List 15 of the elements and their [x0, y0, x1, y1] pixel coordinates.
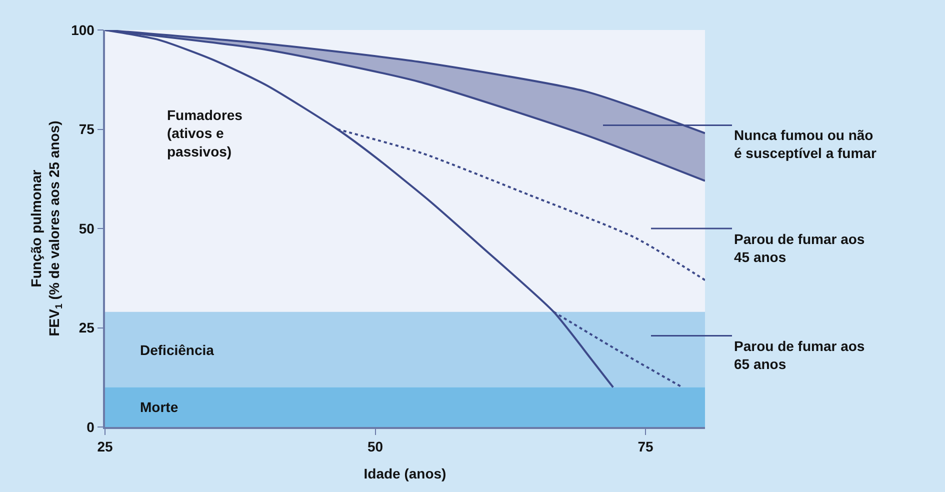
band-label: Morte — [140, 399, 178, 415]
x-axis-title: Idade (anos) — [364, 465, 446, 482]
y-tick-label: 100 — [71, 22, 95, 38]
text: Nunca fumou ou não é susceptível a fumar — [734, 127, 877, 162]
x-tick-label: 75 — [638, 438, 654, 455]
text: Parou de fumar aos 45 anos — [734, 231, 865, 266]
band-label: Deficiência — [140, 342, 214, 358]
y-tick-label: 25 — [78, 320, 95, 336]
y-tick-label: 75 — [78, 121, 95, 138]
text: Fumadores (ativos e passivos) — [167, 107, 243, 160]
x-tick-label: 50 — [367, 438, 384, 455]
text: Parou de fumar aos 65 anos — [734, 338, 865, 372]
y-tick-label: 0 — [86, 418, 95, 435]
x-tick-label: 25 — [97, 438, 113, 455]
y-tick-label: 50 — [78, 220, 95, 236]
